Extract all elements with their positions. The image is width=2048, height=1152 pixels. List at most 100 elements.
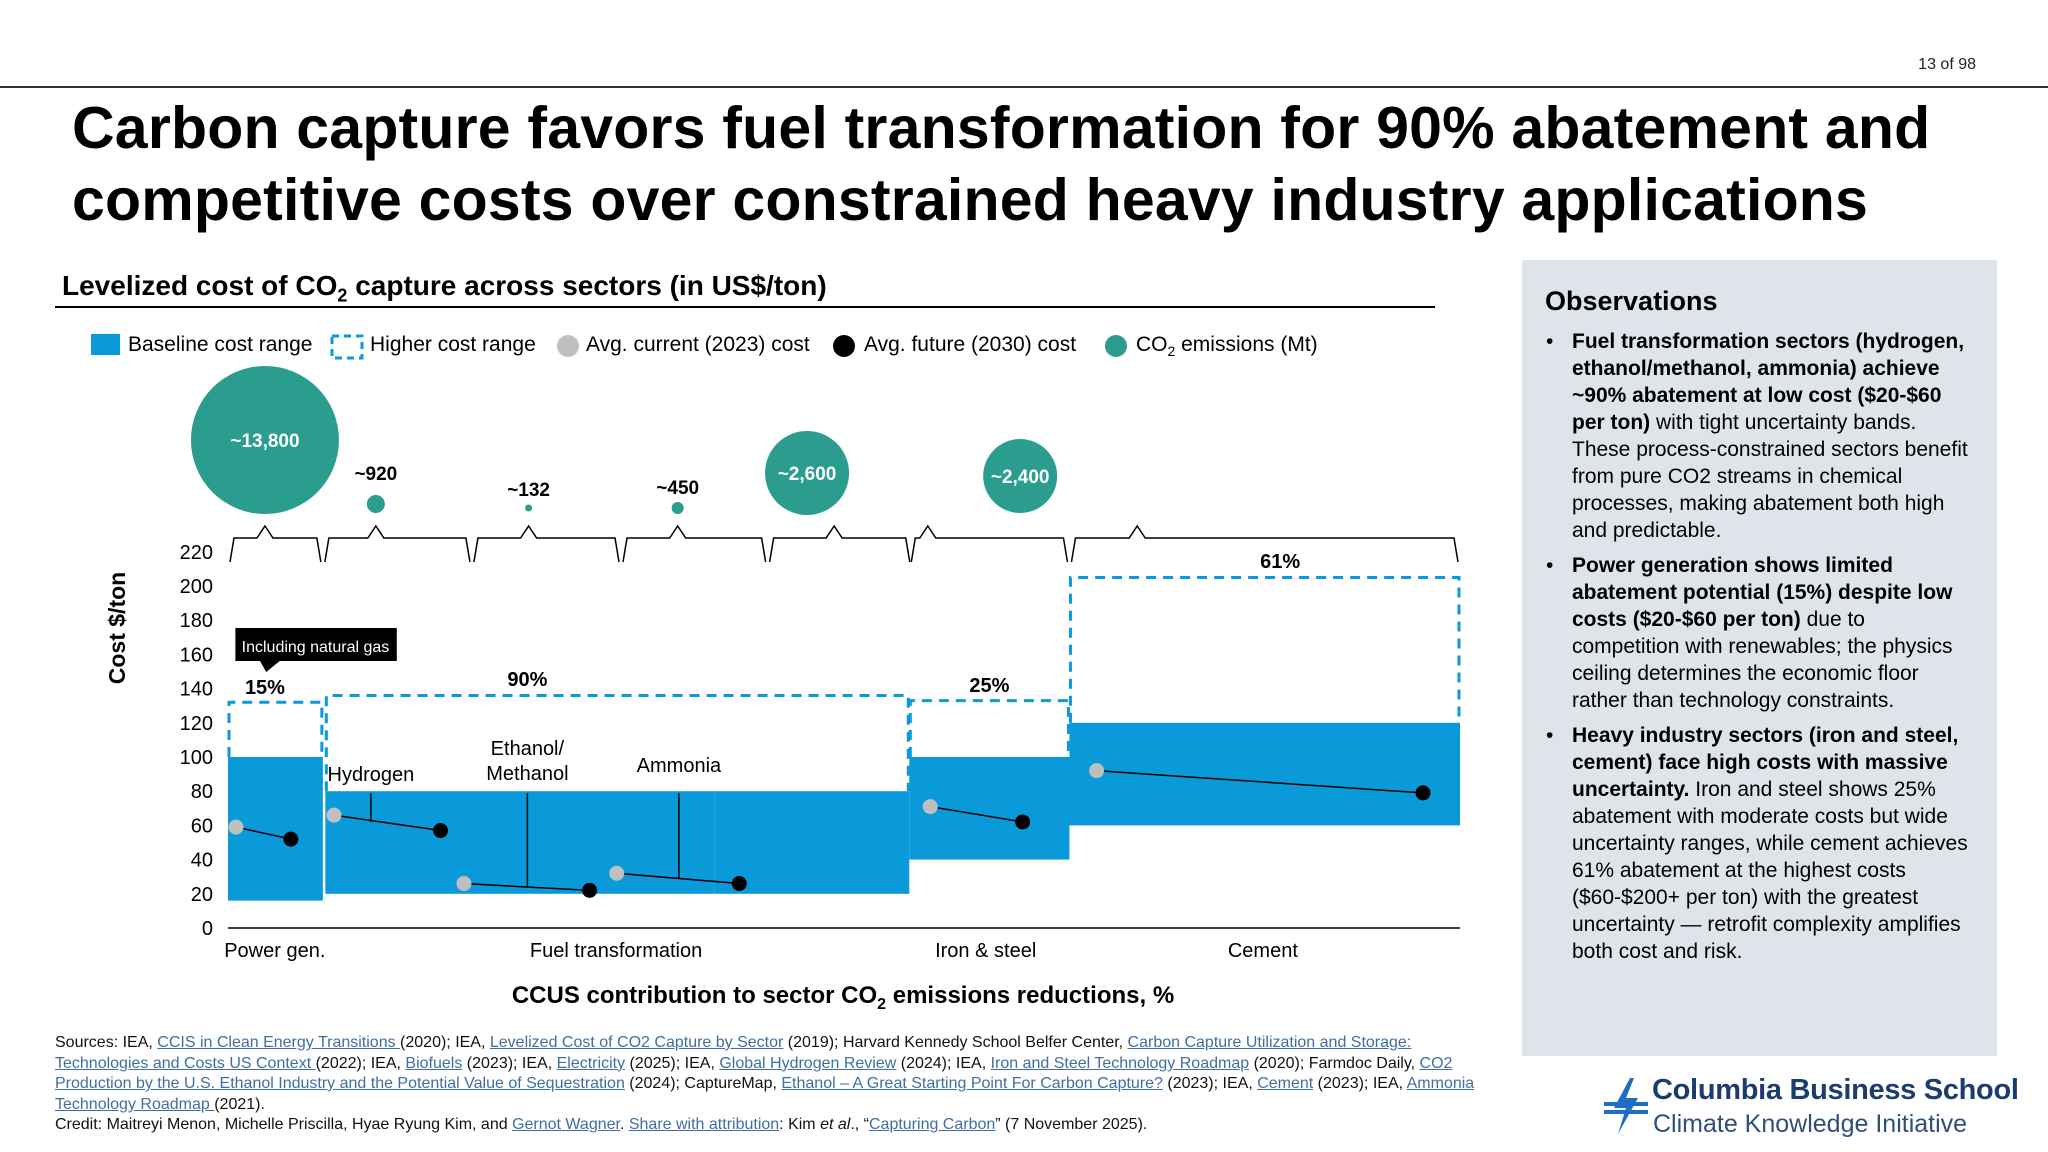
x-sector-label: Fuel transformation — [530, 940, 702, 962]
report-link[interactable]: Capturing Carbon — [868, 1116, 996, 1133]
chart-subtitle: Levelized cost of CO2 capture across sec… — [62, 270, 827, 306]
cost-trend-line — [616, 872, 740, 885]
emissions-bubble — [983, 439, 1058, 513]
sector-bracket — [324, 524, 471, 563]
y-tick-label: 220 — [180, 542, 213, 564]
future-cost-dot — [1415, 785, 1431, 801]
y-tick-label: 200 — [180, 576, 213, 598]
emissions-bubble — [190, 366, 339, 514]
future-cost-dot — [283, 831, 299, 847]
higher-swatch — [330, 334, 364, 360]
y-tick-label: 180 — [180, 610, 213, 632]
emissions-label: ~450 — [656, 478, 699, 499]
abatement-label: 61% — [1260, 551, 1300, 573]
emissions-bubble — [525, 504, 533, 512]
emissions-bubble — [765, 431, 850, 515]
current-cost-dot — [1089, 763, 1105, 779]
x-sector-label: Power gen. — [224, 940, 325, 962]
source-link[interactable]: Levelized Cost of CO2 Capture by Sector — [489, 1034, 784, 1051]
emissions-label: ~2,400 — [991, 467, 1050, 488]
sources-footnote: Sources: IEA, CCIS in Clean Energy Trans… — [55, 1034, 1475, 1133]
x-sector-label: Cement — [1228, 940, 1298, 962]
cost-trend-line — [1096, 769, 1424, 794]
source-link[interactable]: Carbon Capture Utilization and Storage: … — [55, 1034, 1412, 1072]
current-cost-dot — [228, 819, 244, 835]
y-tick-label: 100 — [180, 747, 213, 769]
sector-bracket — [473, 524, 620, 563]
higher-range-outline — [908, 699, 1070, 757]
current-cost-dot — [456, 876, 472, 892]
observation-item: Power generation shows limited abatement… — [1540, 552, 1970, 714]
higher-range-outline — [227, 700, 324, 757]
y-tick-label: 80 — [191, 781, 213, 803]
baseline-bar — [1069, 722, 1460, 826]
x-sector-label: Iron & steel — [935, 940, 1036, 962]
subsector-label: Ethanol/ — [491, 738, 565, 760]
y-tick-label: 120 — [180, 713, 213, 735]
y-tick-label: 140 — [180, 679, 213, 701]
y-tick-label: 60 — [191, 815, 213, 837]
y-tick-label: 20 — [191, 884, 213, 906]
observations-panel: Observations Fuel transformation sectors… — [1522, 260, 1997, 1056]
source-link[interactable]: Biofuels — [405, 1054, 463, 1072]
abatement-label: 90% — [507, 669, 547, 691]
emissions-bubble — [366, 495, 385, 513]
abatement-label: 15% — [245, 677, 285, 699]
current-cost-dot — [609, 865, 625, 881]
x-axis-label: CCUS contribution to sector CO2 emission… — [512, 982, 1174, 1013]
cost-trend-line — [235, 826, 291, 840]
top-rule — [0, 86, 2048, 88]
subtitle-rule — [55, 306, 1435, 308]
sector-bracket — [1070, 524, 1459, 563]
cost-trend-line — [333, 814, 441, 832]
abatement-label: 25% — [969, 675, 1009, 697]
sector-bracket — [622, 524, 767, 563]
future-cost-dot — [731, 876, 747, 892]
higher-range-outline — [1068, 575, 1461, 723]
y-tick-label: 0 — [202, 918, 213, 940]
observations-list: Fuel transformation sectors (hydrogen, e… — [1540, 328, 1970, 973]
logo-line-1: Columbia Business School — [1652, 1074, 2019, 1106]
source-link[interactable]: Ammonia Technology Roadmap — [55, 1075, 1475, 1113]
author-link[interactable]: Gernot Wagner — [512, 1116, 620, 1133]
current-cost-dot — [326, 807, 342, 823]
future-dot-icon — [833, 335, 855, 357]
subsector-label: Hydrogen — [328, 764, 415, 786]
y-axis-label: Cost $/ton — [104, 572, 130, 684]
attribution-link[interactable]: Share with attribution — [628, 1116, 780, 1133]
future-cost-dot — [582, 882, 598, 898]
source-link[interactable]: Ethanol – A Great Starting Point For Car… — [781, 1075, 1163, 1092]
emissions-label: ~920 — [354, 464, 397, 485]
columbia-logo: Columbia Business School Climate Knowled… — [1600, 1074, 2020, 1144]
subsector-label: Methanol — [486, 763, 568, 785]
source-link[interactable]: Cement — [1257, 1075, 1314, 1092]
source-link[interactable]: CO2 Production by the U.S. Ethanol Indus… — [55, 1054, 1453, 1093]
source-link[interactable]: Global Hydrogen Review — [719, 1054, 897, 1072]
observations-heading: Observations — [1545, 286, 1718, 316]
annotation-text: Including natural gas — [242, 639, 390, 656]
sector-bracket — [768, 524, 911, 563]
sector-bracket — [910, 524, 1069, 563]
emissions-bubble — [671, 502, 684, 514]
source-link[interactable]: Iron and Steel Technology Roadmap — [990, 1054, 1250, 1072]
y-tick-label: 40 — [191, 850, 213, 872]
emissions-label: ~13,800 — [230, 431, 299, 452]
logo-line-2: Climate Knowledge Initiative — [1653, 1110, 1968, 1138]
observation-item: Fuel transformation sectors (hydrogen, e… — [1540, 328, 1970, 544]
subsector-label: Ammonia — [637, 755, 722, 777]
future-cost-dot — [1015, 814, 1031, 830]
source-link[interactable]: Electricity — [556, 1054, 626, 1072]
logo-mark-icon — [1604, 1078, 1648, 1134]
y-tick-label: 160 — [180, 644, 213, 666]
cost-trend-line — [930, 805, 1023, 823]
page-number: 13 of 98 — [1918, 56, 1976, 73]
baseline-swatch — [91, 334, 120, 355]
current-dot-icon — [557, 335, 579, 357]
source-link[interactable]: CCIS in Clean Energy Transitions — [157, 1034, 401, 1051]
baseline-bar — [325, 791, 520, 894]
emissions-dot-icon — [1105, 335, 1127, 357]
cost-chart: 0 20 40 60 80 100 120 140 160 180 200 220 Cost $/ton… — [104, 366, 1461, 1013]
observation-item: Heavy industry sectors (iron and steel, … — [1540, 722, 1970, 965]
emissions-label: ~132 — [507, 480, 550, 501]
current-cost-dot — [922, 799, 938, 815]
